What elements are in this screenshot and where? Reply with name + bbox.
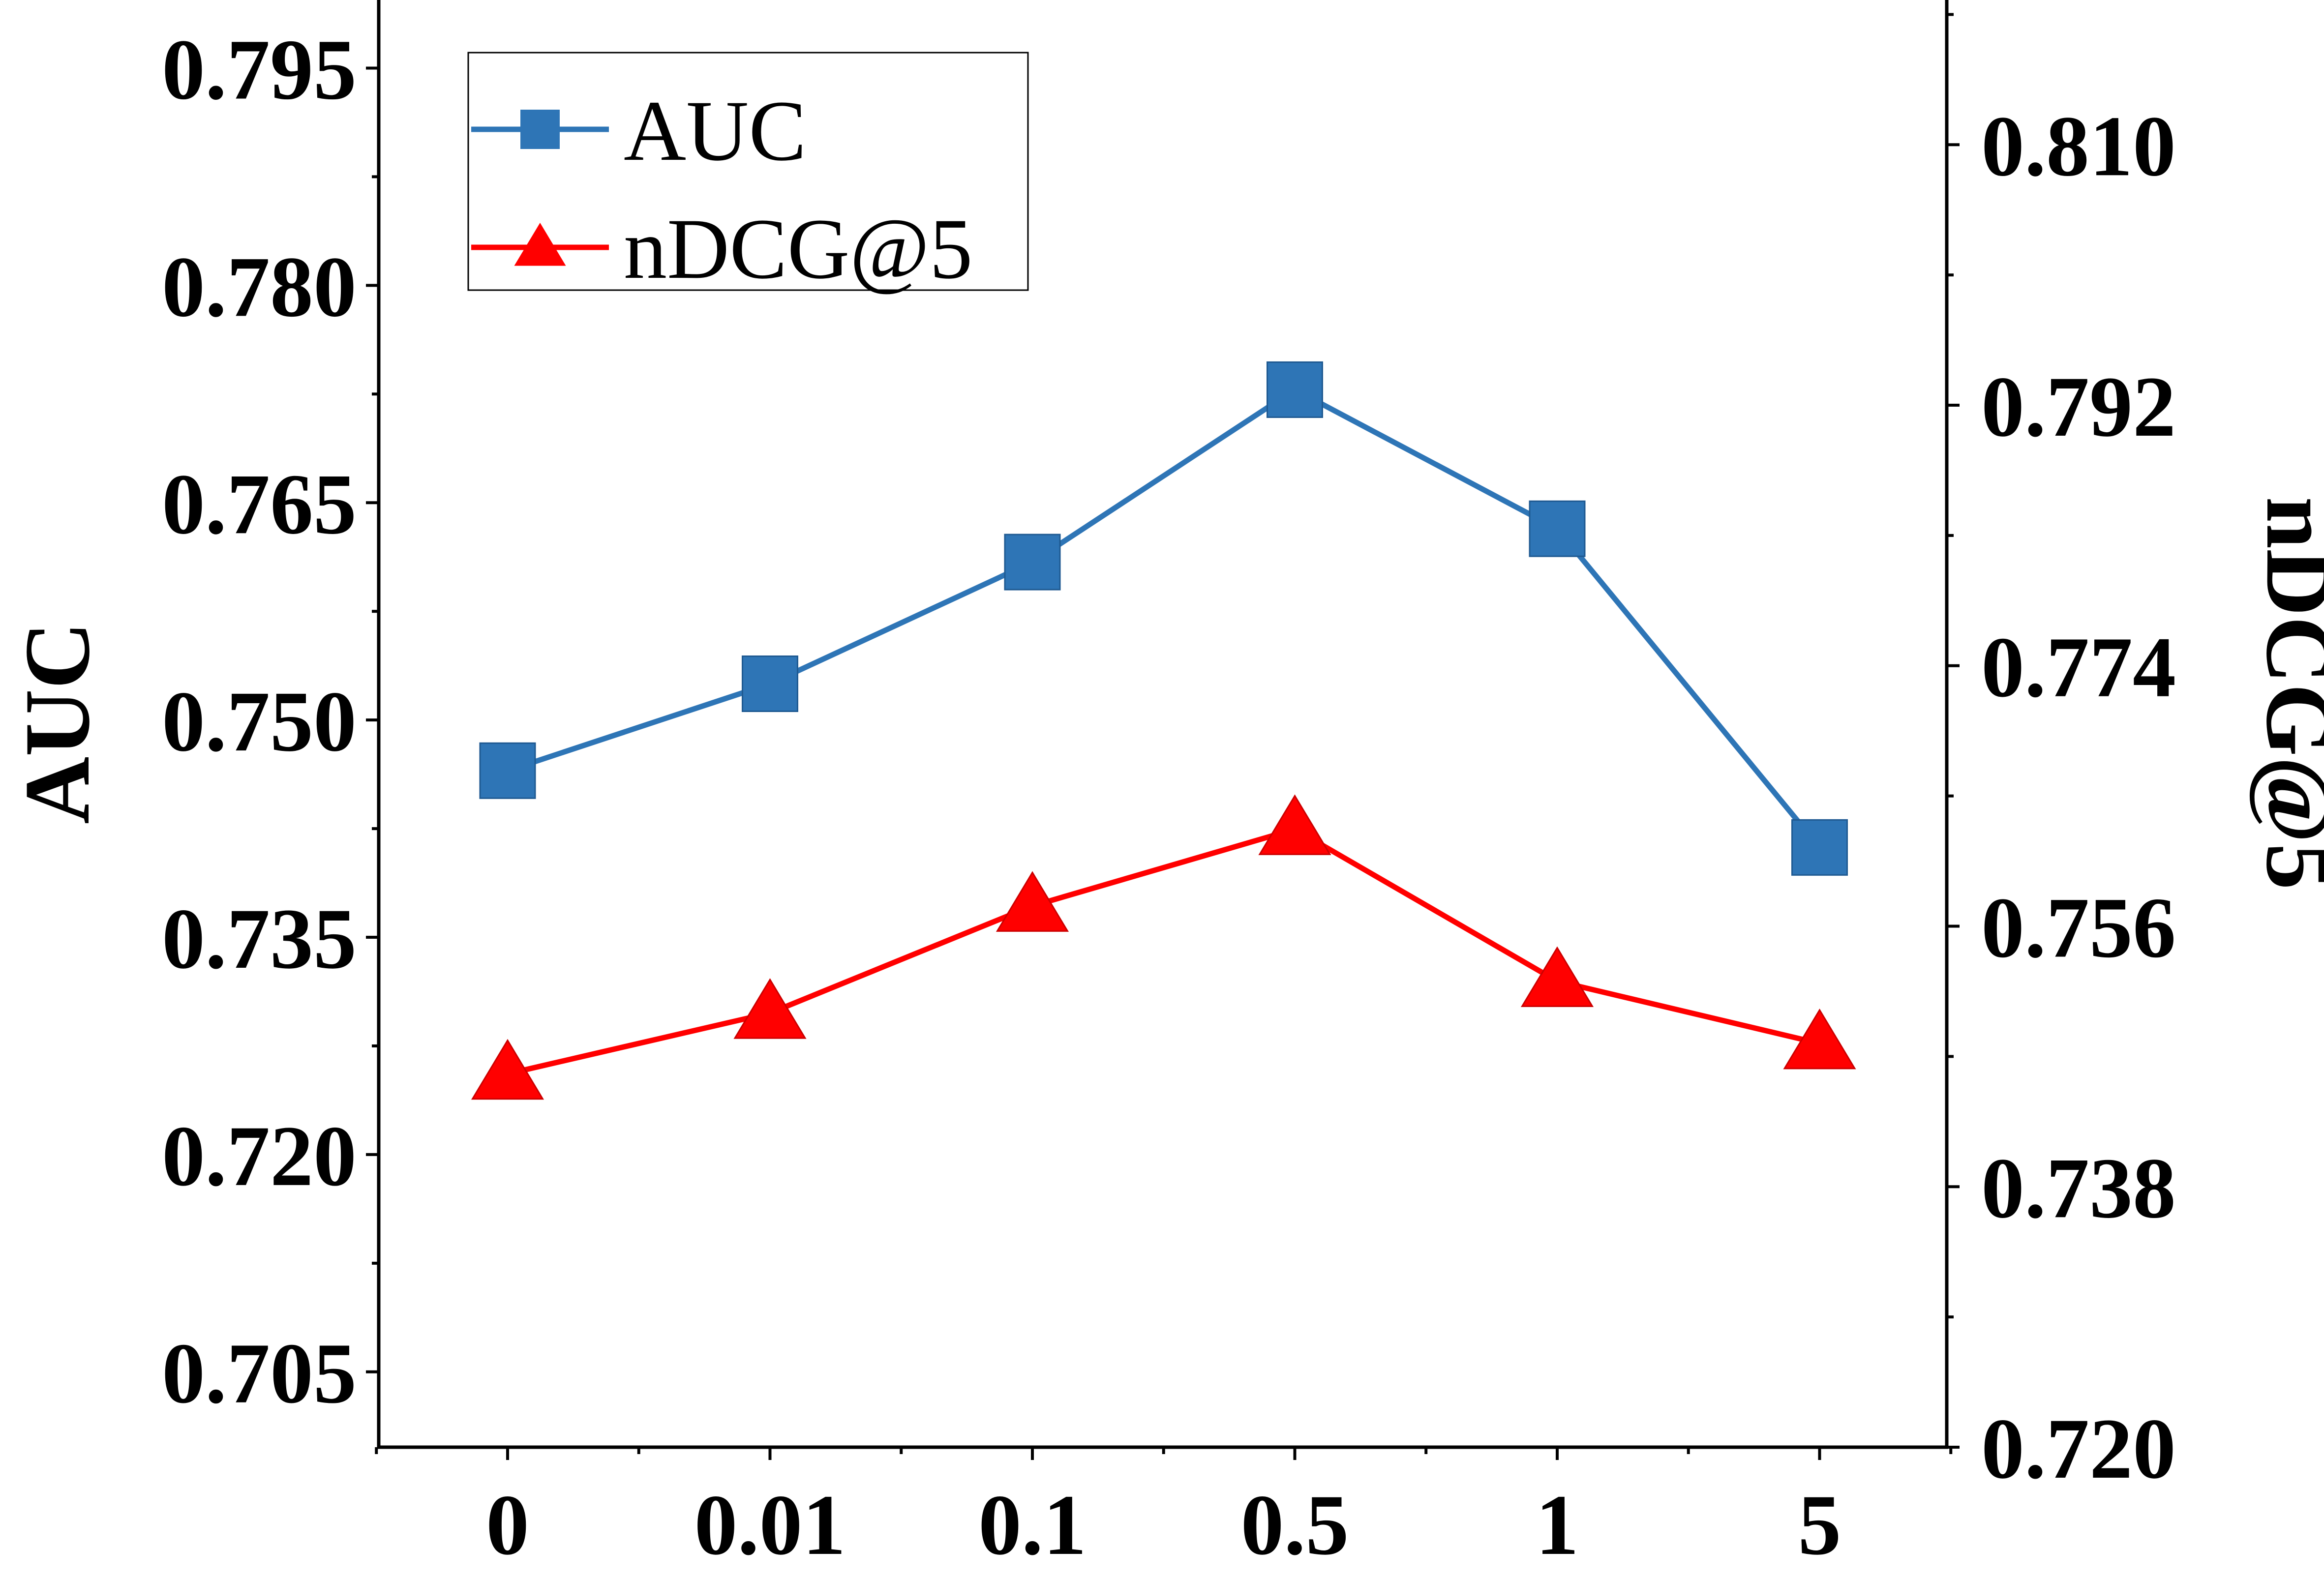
y-axis-title-right: nDCG@5: [2247, 497, 2324, 890]
legend-marker: [520, 110, 560, 149]
series-layer: [471, 361, 1856, 1100]
x-tick-label: 0.5: [1241, 1477, 1349, 1573]
right-axis: 0.720 0.738 0.756 0.774 0.792 0.810: [1947, 13, 2176, 1497]
right-tick-label: 0.792: [1981, 359, 2176, 455]
data-point: [996, 871, 1069, 932]
x-tick-label: 5: [1798, 1477, 1841, 1573]
legend-item: nDCG@5: [471, 201, 973, 297]
left-tick-label: 0.735: [162, 891, 357, 987]
left-tick-label: 0.750: [162, 674, 357, 770]
legend-item: AUC: [471, 83, 807, 179]
series-auc: [479, 361, 1848, 876]
data-point: [1258, 794, 1331, 855]
x-tick-label: 0: [486, 1477, 529, 1573]
left-tick-label: 0.780: [162, 239, 357, 335]
series-ndcg: [471, 794, 1856, 1100]
data-point: [1529, 500, 1586, 557]
left-tick-label: 0.795: [162, 22, 357, 118]
left-tick-label: 0.720: [162, 1108, 357, 1204]
left-tick-label: 0.765: [162, 456, 357, 552]
data-point: [1267, 361, 1323, 418]
right-tick-label: 0.810: [1981, 98, 2176, 194]
series-line: [507, 826, 1820, 1077]
data-point: [1791, 819, 1848, 876]
data-point: [1520, 946, 1594, 1007]
right-tick-label: 0.720: [1981, 1401, 2176, 1497]
right-tick-label: 0.738: [1981, 1140, 2176, 1236]
legend: AUC nDCG@5: [467, 52, 1029, 297]
right-tick-label: 0.774: [1981, 620, 2176, 715]
legend-label: AUC: [624, 83, 807, 179]
x-tick-label: 1: [1536, 1477, 1579, 1573]
data-point: [733, 978, 807, 1039]
data-point: [471, 1039, 544, 1100]
x-tick-label: 0.01: [694, 1477, 846, 1573]
right-tick-label: 0.756: [1981, 880, 2176, 976]
data-point: [479, 742, 536, 799]
legend-box: [467, 52, 1029, 291]
legend-label: nDCG@5: [624, 201, 973, 297]
data-point: [742, 655, 798, 712]
left-axis: 0.705 0.720 0.735 0.750 0.765 0.780 0.795: [162, 22, 379, 1422]
legend-marker: [514, 223, 566, 266]
series-line: [507, 387, 1822, 849]
data-point: [1004, 534, 1061, 591]
x-axis: 0 0.01 0.1 0.5 1 5: [375, 1447, 1953, 1573]
data-point: [1783, 1008, 1856, 1070]
left-tick-label: 0.705: [162, 1326, 357, 1422]
y-axis-title-left: AUC: [6, 622, 109, 824]
x-tick-label: 0.1: [978, 1477, 1087, 1573]
